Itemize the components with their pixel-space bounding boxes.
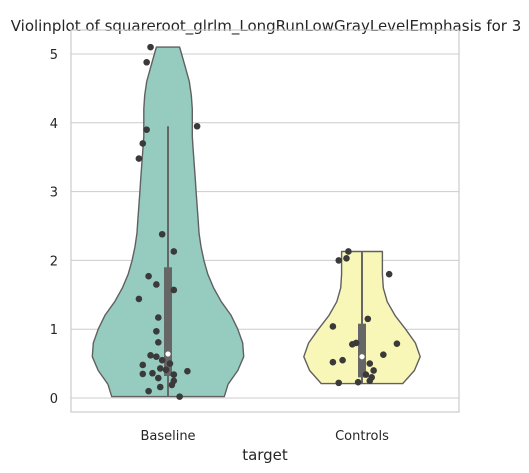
data-point [135,155,143,162]
data-point [143,126,150,133]
data-point [170,371,178,378]
data-point [166,360,174,367]
data-point [370,367,377,374]
data-point [153,281,160,288]
data-point [155,314,162,321]
data-point [380,351,387,358]
y-tick-label: 0 [50,392,58,407]
data-point [366,377,374,385]
data-point [339,356,346,364]
data-point [366,360,374,367]
data-point [143,58,150,66]
data-point [162,366,170,374]
y-tick-labels: 0 1 2 3 4 5 [50,48,58,407]
data-point [155,338,162,346]
median-marker-baseline [165,351,171,357]
data-point [349,341,356,348]
data-point [147,43,154,51]
y-tick-label: 1 [50,323,58,338]
data-point [193,122,201,130]
data-point [153,327,160,335]
plot-frame [70,29,460,413]
iqr-box-baseline [164,267,172,376]
x-axis-label: target [242,446,288,464]
data-point [335,257,343,264]
data-point [139,361,147,369]
x-tick-label: Baseline [140,429,195,444]
data-point [149,369,156,377]
data-point [329,358,337,366]
data-point [156,365,164,372]
data-point [145,387,152,395]
data-point [158,356,166,364]
x-tick-labels: Baseline Controls [140,429,389,444]
data-point [184,367,191,375]
data-point [345,248,352,255]
data-point [393,340,401,347]
data-point [354,378,362,386]
data-point [168,381,176,389]
median-marker-controls [359,354,365,360]
data-point [135,295,143,303]
data-point [155,374,162,382]
data-point [145,272,152,280]
data-point [335,379,343,387]
box-plots [164,126,366,397]
data-point [147,352,154,359]
y-tick-label: 2 [50,254,58,269]
violins [91,46,421,398]
data-point [343,255,350,262]
data-point [176,393,183,400]
iqr-box-controls [358,323,366,378]
data-point [329,323,337,330]
chart-title: Violinplot of squareroot_glrlm_LongRunLo… [11,17,522,36]
x-tick-label: Controls [335,429,389,444]
data-point [362,371,370,378]
data-point [158,230,166,238]
data-point [170,248,178,255]
data-point [139,370,147,378]
y-tick-label: 3 [50,186,58,201]
data-point [156,383,164,391]
data-point [139,140,147,147]
y-tick-label: 4 [50,117,58,132]
data-point [153,353,160,361]
data-points [135,43,401,400]
data-point [364,315,372,323]
data-point [385,270,393,278]
y-tick-label: 5 [50,48,58,63]
data-point [170,286,178,294]
